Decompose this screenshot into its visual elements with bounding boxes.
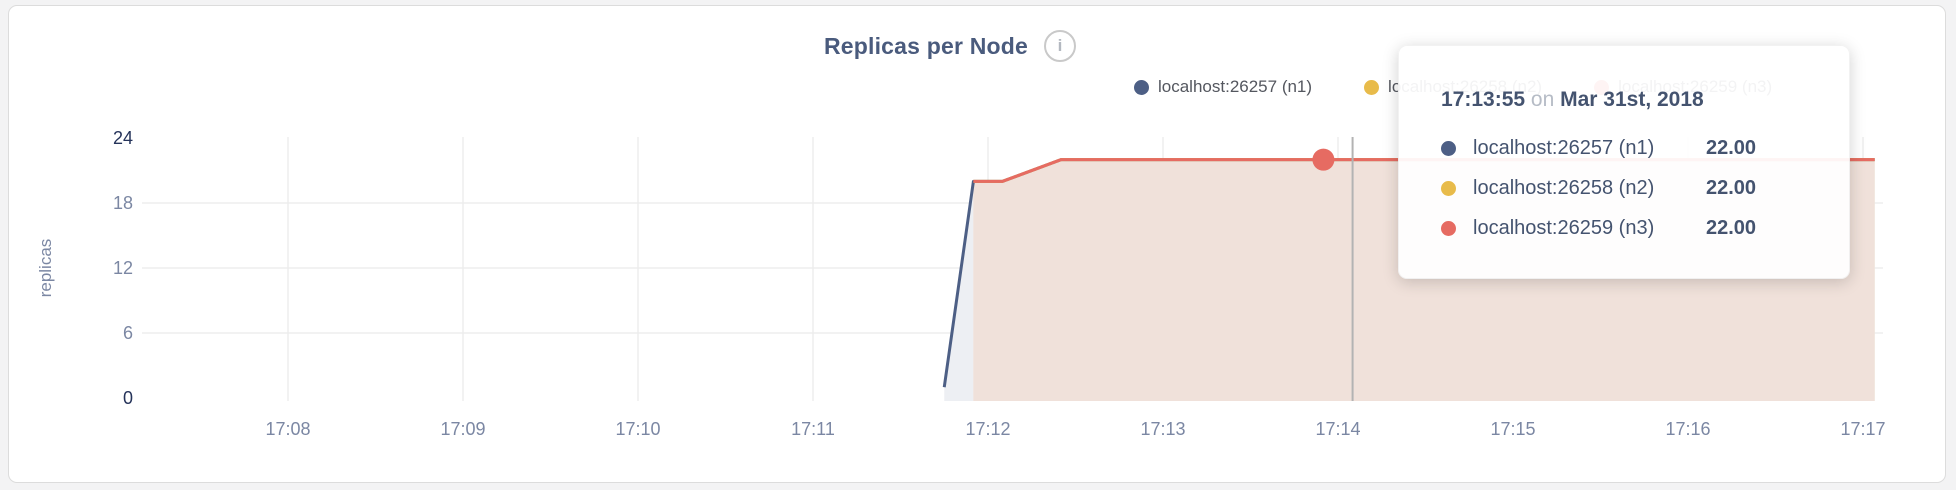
- x-axis-tick: 17:09: [440, 419, 486, 439]
- tooltip-rows: localhost:26257 (n1) 22.00 localhost:26258…: [1441, 128, 1829, 248]
- tooltip-series-label: localhost:26259 (n3): [1473, 216, 1655, 239]
- y-axis-tick: 24: [112, 128, 133, 148]
- x-axis-tick: 17:15: [1490, 419, 1536, 439]
- chart-title: Replicas per Node: [823, 32, 1029, 59]
- tooltip-on-word: on: [1530, 88, 1555, 111]
- tooltip-row: localhost:26259 (n3) 22.00: [1441, 208, 1829, 248]
- legend-label: localhost:26257 (n1): [1158, 77, 1313, 96]
- y-axis-tick: 18: [112, 193, 133, 213]
- x-axis-tick: 17:12: [965, 419, 1011, 439]
- legend-dot: [1134, 79, 1149, 95]
- tooltip-row: localhost:26258 (n2) 22.00: [1441, 168, 1829, 208]
- info-icon[interactable]: i: [1044, 30, 1077, 62]
- x-axis-tick: 17:08: [265, 419, 311, 439]
- x-axis-tick: 17:13: [1140, 419, 1186, 439]
- tooltip-series-dot: [1441, 220, 1456, 236]
- tooltip-series-dot: [1441, 140, 1456, 156]
- tooltip-title: 17:13:55 on Mar 31st, 2018: [1441, 88, 1829, 112]
- hover-tooltip: 17:13:55 on Mar 31st, 2018 localhost:262…: [1398, 45, 1850, 279]
- y-axis-tick: 12: [112, 258, 133, 278]
- legend-item-n1[interactable]: localhost:26257 (n1): [1134, 77, 1312, 97]
- tooltip-time: 17:13:55: [1441, 88, 1526, 111]
- tooltip-date: Mar 31st, 2018: [1560, 88, 1704, 111]
- legend-dot: [1364, 79, 1380, 95]
- tooltip-series-dot: [1441, 180, 1456, 196]
- tooltip-series-label: localhost:26257 (n1): [1473, 136, 1655, 159]
- x-axis-tick: 17:10: [615, 419, 661, 439]
- x-axis-tick: 17:11: [791, 419, 835, 439]
- tooltip-series-value: 22.00: [1706, 176, 1757, 199]
- tooltip-row: localhost:26257 (n1) 22.00: [1441, 128, 1829, 168]
- y-axis-tick: 0: [122, 388, 133, 408]
- chart-header: Replicas per Node i: [0, 30, 1928, 62]
- x-axis-tick: 17:17: [1840, 419, 1886, 439]
- hover-point-dot: [1312, 148, 1335, 171]
- tooltip-series-label: localhost:26258 (n2): [1473, 176, 1655, 199]
- x-axis-tick: 17:14: [1315, 419, 1361, 439]
- x-axis-tick: 17:16: [1665, 419, 1711, 439]
- y-axis-tick: 6: [122, 323, 133, 343]
- tooltip-series-value: 22.00: [1706, 216, 1757, 239]
- tooltip-series-value: 22.00: [1706, 136, 1757, 159]
